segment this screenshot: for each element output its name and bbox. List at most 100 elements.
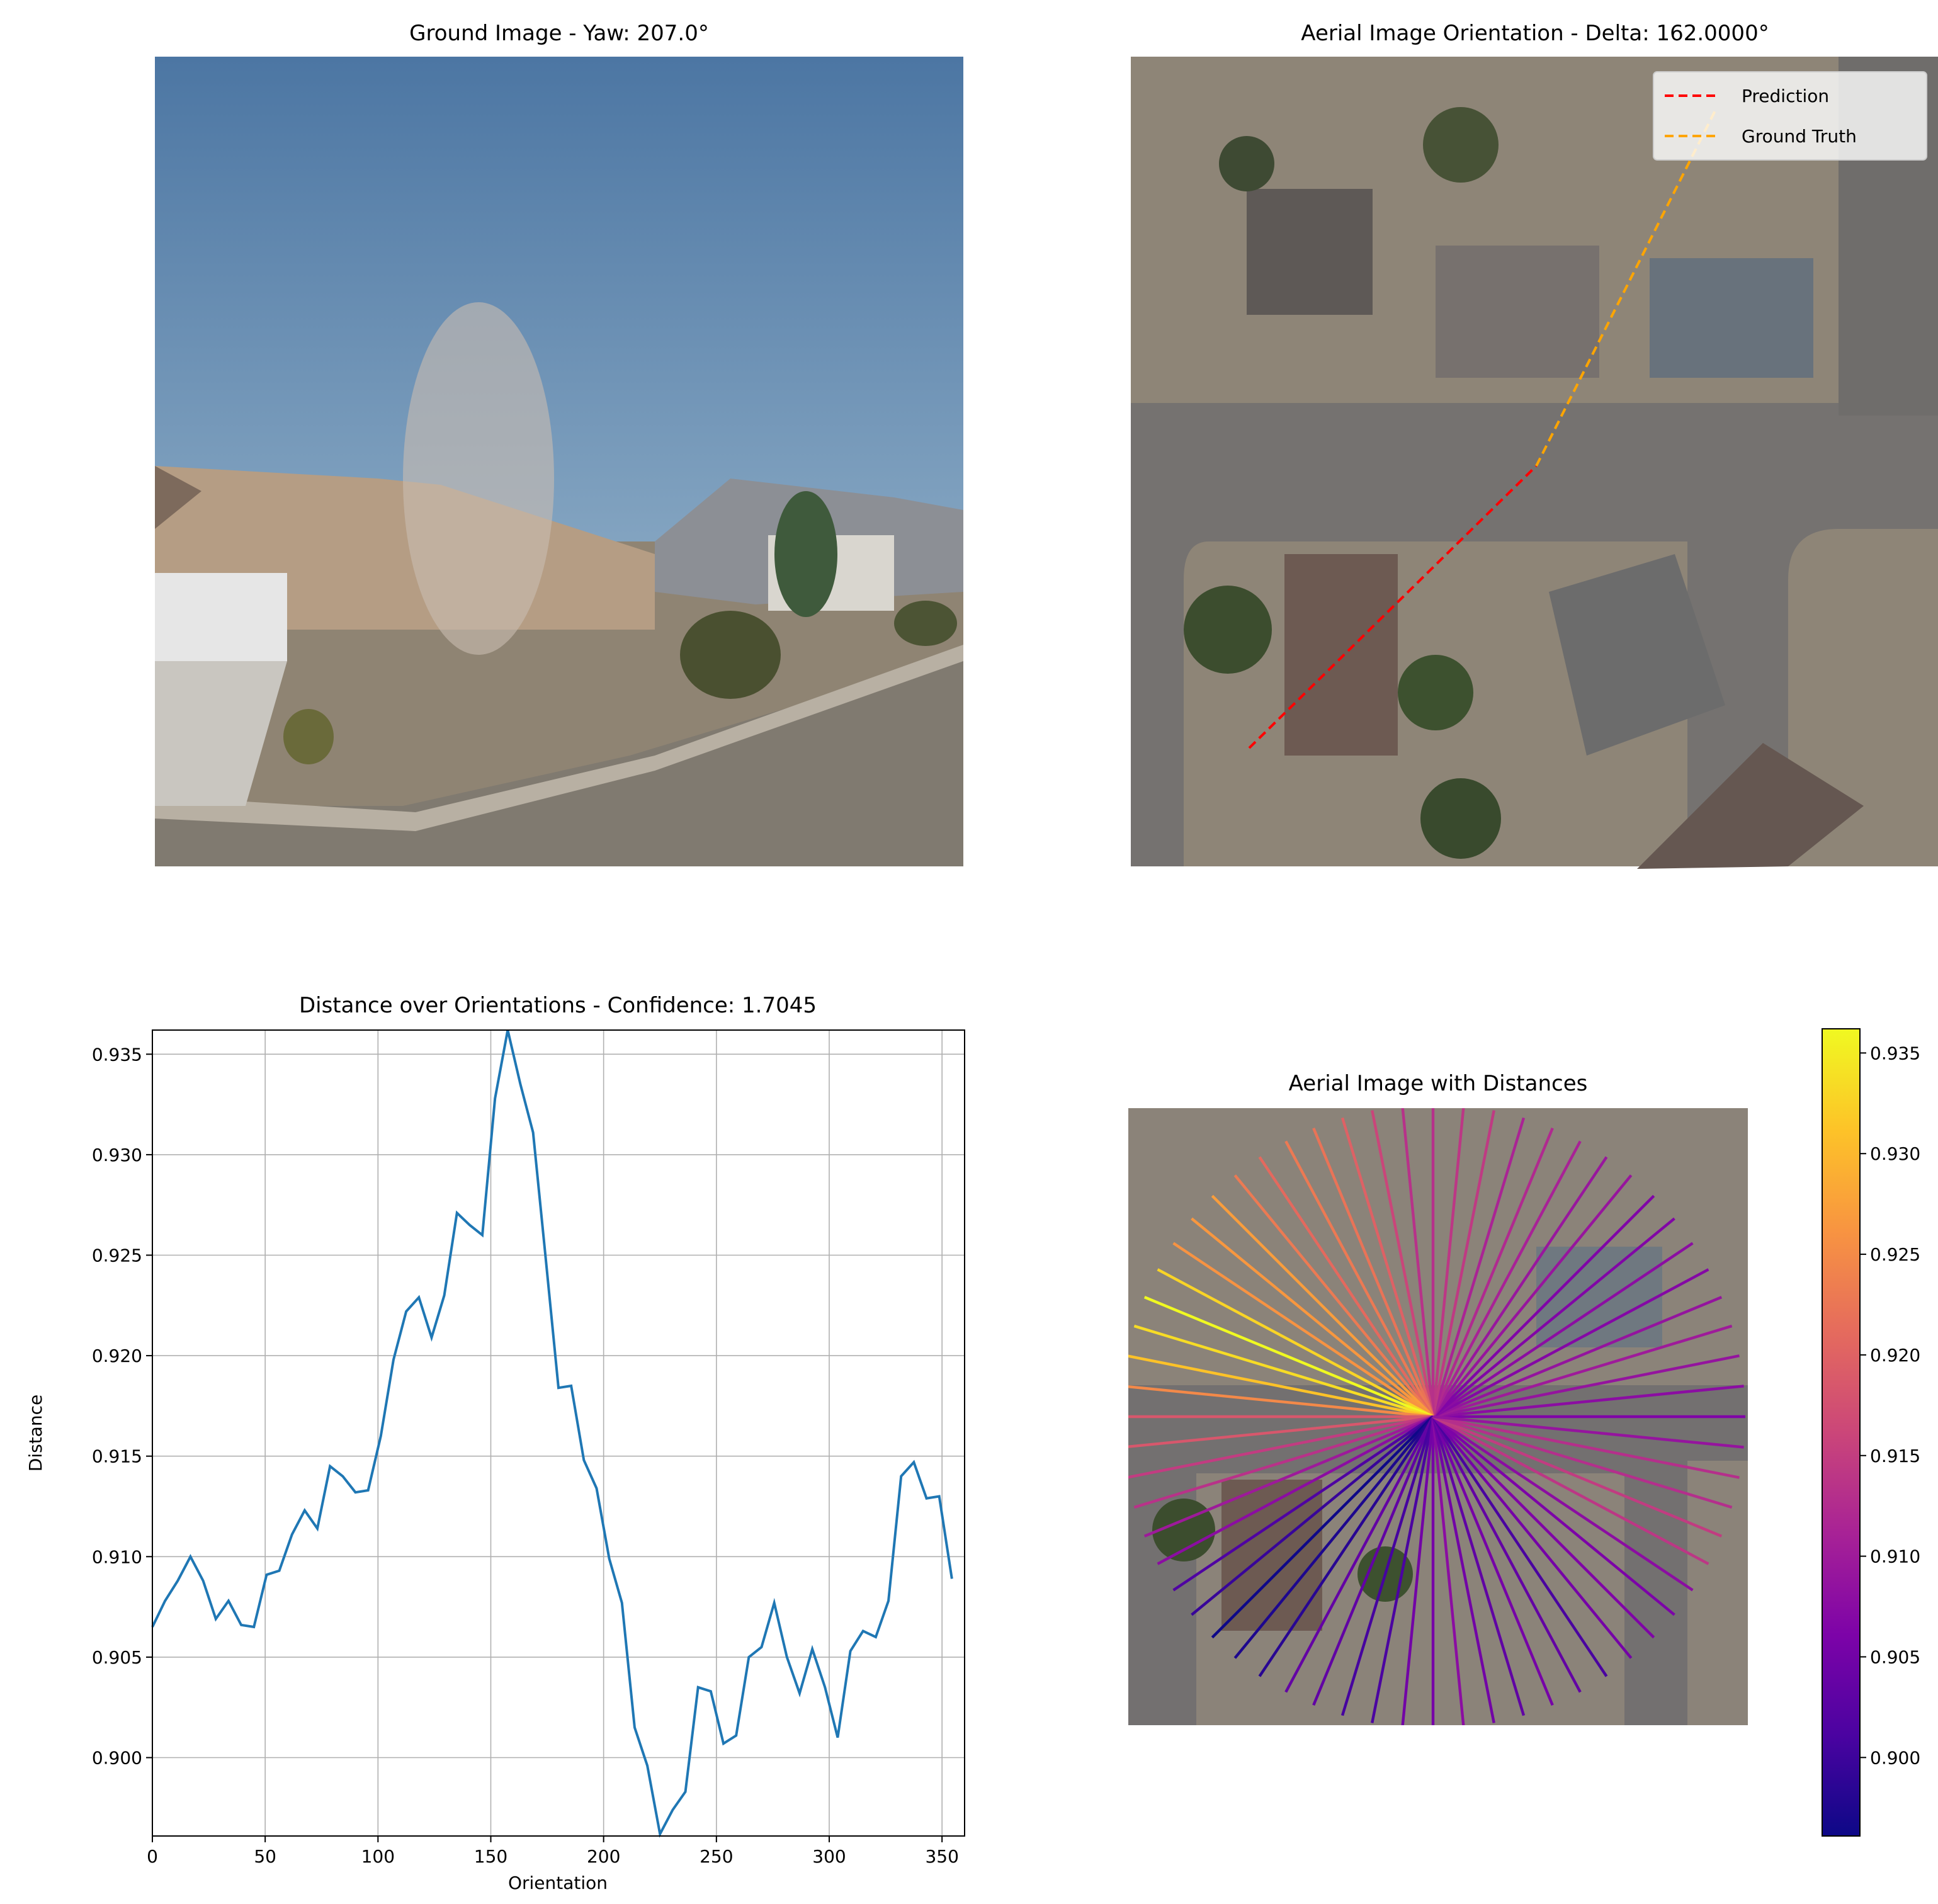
x-tick-label: 300 [812,1846,846,1867]
prediction-line [1248,465,1538,749]
y-tick-label: 0.900 [92,1748,142,1769]
title: Ground Image - Yaw: 207.0° [409,21,709,46]
orientation-line [1133,1415,1434,1509]
orientation-line [1340,1416,1435,1716]
orientation-line [1432,1415,1694,1592]
orientation-line [1432,1385,1744,1419]
x-tick-label: 50 [254,1846,276,1867]
ground-truth-line [1535,110,1716,467]
orientation-line [1432,1174,1633,1418]
radial-lines [1128,1108,1745,1725]
orientation-line [1312,1127,1435,1417]
orientation-line [1432,1268,1709,1418]
orientation-line [1431,1416,1554,1706]
orientation-line [1133,1324,1434,1419]
orientation-line [1432,1324,1733,1419]
orientation-line [1340,1117,1435,1417]
orientation-line [1157,1415,1434,1565]
x-tick-label: 150 [474,1846,507,1867]
orientation-line [1233,1174,1434,1418]
colorbar-tick-label: 0.910 [1870,1546,1920,1567]
title: Distance over Orientations - Confidence:… [299,993,817,1018]
orientation-line [1312,1416,1435,1706]
orientation-line [1432,1415,1633,1659]
orientation-line [1432,1415,1608,1677]
orientation-line [1431,1127,1554,1417]
orientation-line [1432,1415,1744,1449]
orientation-line [1431,1416,1465,1725]
orientation-line [1401,1416,1435,1725]
orientation-line [1172,1242,1434,1418]
orientation-line [1172,1415,1434,1592]
colorbar-tick-label: 0.915 [1870,1446,1920,1466]
orientation-line [1432,1296,1723,1419]
orientation-line [1371,1110,1435,1417]
y-axis-label: Distance [25,1395,46,1471]
orientation-line [1143,1296,1434,1419]
colorbar-tick-label: 0.935 [1870,1043,1920,1063]
y-tick-label: 0.930 [92,1145,142,1165]
orientation-line [1401,1108,1435,1417]
orientation-line [1128,1415,1434,1448]
orientation-line [1191,1217,1434,1418]
title: Aerial Image Orientation - Delta: 162.00… [1301,21,1769,46]
orientation-line [1284,1415,1434,1693]
aerial-image [1131,57,1938,869]
colorbar-tick-label: 0.905 [1870,1646,1920,1667]
orientation-line [1432,1194,1655,1418]
orientation-line [1431,1117,1526,1417]
line-series [151,1029,953,1838]
colorbar-tick-label: 0.925 [1870,1244,1920,1265]
orientation-line [1432,1415,1582,1693]
y-tick-label: 0.915 [92,1446,142,1467]
orientation-line [1431,1110,1495,1417]
axes-frame [152,1029,965,1837]
colorbar-tick-label: 0.930 [1870,1143,1920,1164]
x-axis-label: Orientation [508,1873,608,1893]
colorbar-tick-label: 0.900 [1870,1747,1920,1768]
orientation-line [1432,1415,1709,1565]
orientation-line [1432,1156,1608,1418]
orientation-line [1128,1385,1434,1419]
ground-image [155,57,963,866]
orientation-line [1157,1268,1434,1418]
orientation-line [1431,1416,1495,1723]
orientation-line [1431,1108,1465,1417]
orientation-line [1211,1415,1434,1639]
line-plot: 0 50 100 150 200 250 300 350 0.900 0.905 0.910 0.91… [92,1029,965,1867]
legend-label: Prediction [1742,86,1829,106]
orientation-line [1128,1415,1434,1479]
orientation-line [1432,1415,1733,1509]
orientation-line [1432,1415,1723,1538]
y-tick-label: 0.920 [92,1346,142,1366]
orientation-line [1284,1140,1434,1418]
x-tick-label: 200 [587,1846,620,1867]
orientation-line [1432,1354,1740,1419]
orientation-line [1233,1415,1434,1659]
colorbar-tick-label: 0.920 [1870,1345,1920,1366]
orientation-line [1431,1416,1526,1716]
orientation-line [1191,1415,1434,1616]
colorbar [1822,1028,1861,1837]
orientation-line [1128,1354,1434,1419]
orientation-line [1432,1242,1694,1418]
orientation-line [1258,1156,1434,1418]
orientation-line [1432,1217,1675,1418]
orientation-line [1432,1415,1655,1639]
x-tick-label: 250 [700,1846,733,1867]
orientation-line [1371,1416,1435,1723]
x-tick-label: 350 [925,1846,958,1867]
orientation-line [1432,1415,1675,1616]
legend-label: Ground Truth [1742,126,1857,147]
y-tick-label: 0.935 [92,1044,142,1065]
orientation-line [1211,1194,1434,1418]
orientation-line [1432,1415,1740,1479]
title: Aerial Image with Distances [1289,1071,1588,1096]
y-tick-label: 0.905 [92,1647,142,1668]
orientation-line [1258,1415,1434,1677]
y-tick-label: 0.925 [92,1245,142,1266]
x-tick-label: 0 [147,1846,158,1867]
y-tick-label: 0.910 [92,1546,142,1567]
orientation-line [1432,1140,1582,1418]
